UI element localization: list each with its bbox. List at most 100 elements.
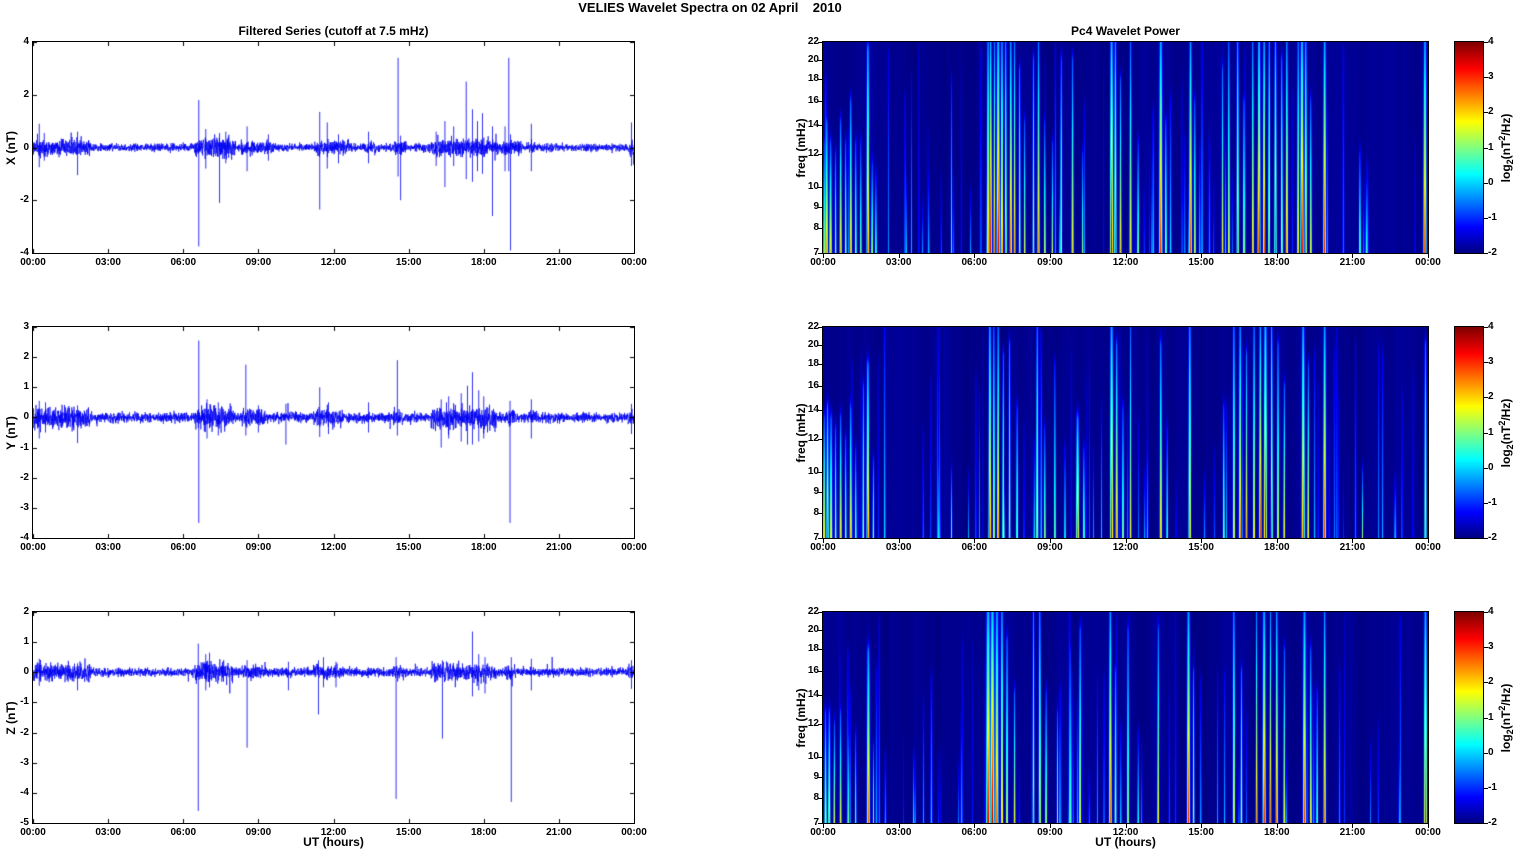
- tick-label: 8: [813, 792, 819, 804]
- tick-mark: [1050, 824, 1051, 828]
- tick-mark: [823, 254, 824, 258]
- tick-label: 00:00: [20, 542, 46, 553]
- freq-axis-label-bottom: freq (mHz): [794, 688, 808, 748]
- tick-mark: [899, 539, 900, 543]
- tick-mark: [1484, 218, 1488, 219]
- right-plot-title: Pc4 Wavelet Power: [1071, 24, 1180, 38]
- tick-label: -4: [20, 247, 29, 258]
- tick-label: -4: [20, 786, 29, 798]
- tick-label: 03:00: [95, 257, 121, 268]
- tick-label: 10: [807, 751, 819, 763]
- tick-mark: [1428, 254, 1429, 258]
- tick-mark: [1484, 77, 1488, 78]
- tick-mark: [1484, 682, 1488, 683]
- timeseries-y-plot: [32, 326, 635, 539]
- tick-label: 12:00: [320, 542, 347, 553]
- tick-label: 21:00: [1339, 542, 1366, 553]
- tick-mark: [1484, 647, 1488, 648]
- tick-label: 20: [807, 53, 819, 65]
- tick-label: 00:00: [1415, 542, 1441, 553]
- tick-mark: [1201, 824, 1202, 828]
- tick-label: -2: [1488, 532, 1497, 543]
- tick-label: 21:00: [1339, 257, 1366, 268]
- tick-mark: [1484, 612, 1488, 613]
- tick-mark: [1352, 824, 1353, 828]
- tick-mark: [1277, 254, 1278, 258]
- tick-label: 22: [807, 606, 819, 617]
- tick-label: 21:00: [546, 257, 572, 268]
- tick-mark: [1126, 254, 1127, 258]
- tick-mark: [899, 254, 900, 258]
- tick-label: 1: [23, 636, 29, 648]
- tick-label: 0: [23, 666, 29, 678]
- freq-axis-label-top: freq (mHz): [794, 118, 808, 178]
- left-plot-title: Filtered Series (cutoff at 7.5 mHz): [238, 24, 429, 38]
- tick-label: 12:00: [1112, 542, 1139, 553]
- tick-mark: [1484, 397, 1488, 398]
- tick-label: 12:00: [1112, 257, 1139, 268]
- tick-label: 00:00: [810, 542, 836, 553]
- tick-mark: [1352, 254, 1353, 258]
- tick-label: 06:00: [961, 542, 988, 553]
- tick-label: -1: [1488, 496, 1497, 508]
- tick-label: 10: [807, 466, 819, 478]
- tick-mark: [1126, 539, 1127, 543]
- y-axis-label-x: X (nT): [4, 131, 18, 165]
- tick-mark: [1484, 538, 1488, 539]
- tick-label: 16: [807, 664, 819, 676]
- tick-label: 9: [813, 770, 819, 782]
- colorbar-z: [1454, 611, 1484, 824]
- tick-label: 00:00: [621, 542, 647, 553]
- tick-label: 4: [1488, 321, 1494, 332]
- freq-axis-label-middle: freq (mHz): [794, 403, 808, 463]
- tick-label: 00:00: [1415, 257, 1441, 268]
- colorbar-x: [1454, 41, 1484, 254]
- tick-mark: [1484, 42, 1488, 43]
- colorbar-y: [1454, 326, 1484, 539]
- tick-mark: [1484, 823, 1488, 824]
- x-axis-label-right: UT (hours): [1095, 835, 1156, 849]
- tick-label: 18:00: [1263, 542, 1290, 553]
- tick-mark: [1484, 112, 1488, 113]
- tick-label: 18: [807, 72, 819, 84]
- tick-mark: [1484, 468, 1488, 469]
- tick-mark: [1126, 824, 1127, 828]
- x-axis-label-left: UT (hours): [303, 835, 364, 849]
- tick-label: 16: [807, 94, 819, 106]
- tick-label: 3: [1488, 356, 1494, 368]
- tick-label: 18:00: [1263, 257, 1290, 268]
- tick-mark: [1484, 362, 1488, 363]
- colorbar-label-top: log2(nT2/Hz): [1496, 113, 1515, 183]
- tick-label: 03:00: [885, 542, 912, 553]
- tick-mark: [1484, 183, 1488, 184]
- wavelet-power-z-heatmap: [822, 611, 1429, 824]
- tick-label: 8: [813, 222, 819, 234]
- tick-label: 00:00: [810, 257, 836, 268]
- tick-label: 3: [23, 321, 29, 332]
- tick-mark: [1050, 254, 1051, 258]
- tick-label: 06:00: [170, 542, 197, 553]
- tick-mark: [1484, 718, 1488, 719]
- tick-label: 15:00: [395, 542, 422, 553]
- tick-label: 20: [807, 338, 819, 350]
- tick-mark: [1484, 148, 1488, 149]
- tick-label: 2: [23, 351, 29, 363]
- tick-mark: [1201, 539, 1202, 543]
- tick-label: -2: [20, 471, 29, 483]
- tick-label: 7: [813, 817, 819, 828]
- colorbar-label-middle: log2(nT2/Hz): [1496, 398, 1515, 468]
- tick-label: 09:00: [1037, 257, 1063, 268]
- tick-label: -1: [1488, 211, 1497, 223]
- tick-label: -3: [20, 501, 29, 513]
- tick-label: -5: [20, 817, 29, 828]
- tick-label: 22: [807, 321, 819, 332]
- tick-mark: [823, 824, 824, 828]
- tick-label: 22: [807, 36, 819, 47]
- tick-mark: [974, 254, 975, 258]
- tick-label: 3: [1488, 71, 1494, 83]
- tick-label: 9: [813, 200, 819, 212]
- tick-mark: [1352, 539, 1353, 543]
- tick-label: 18: [807, 357, 819, 369]
- tick-label: 00:00: [621, 257, 647, 268]
- tick-label: 10: [807, 181, 819, 193]
